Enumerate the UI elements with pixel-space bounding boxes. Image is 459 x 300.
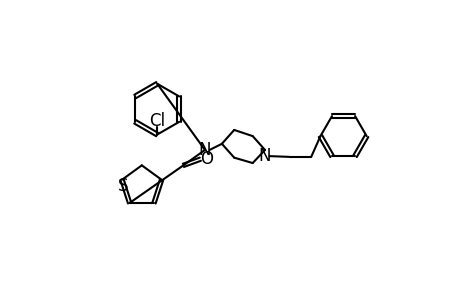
Text: S: S xyxy=(118,177,129,195)
Text: O: O xyxy=(200,150,213,168)
Text: Cl: Cl xyxy=(149,112,165,130)
Text: N: N xyxy=(198,141,211,159)
Text: N: N xyxy=(258,147,271,165)
